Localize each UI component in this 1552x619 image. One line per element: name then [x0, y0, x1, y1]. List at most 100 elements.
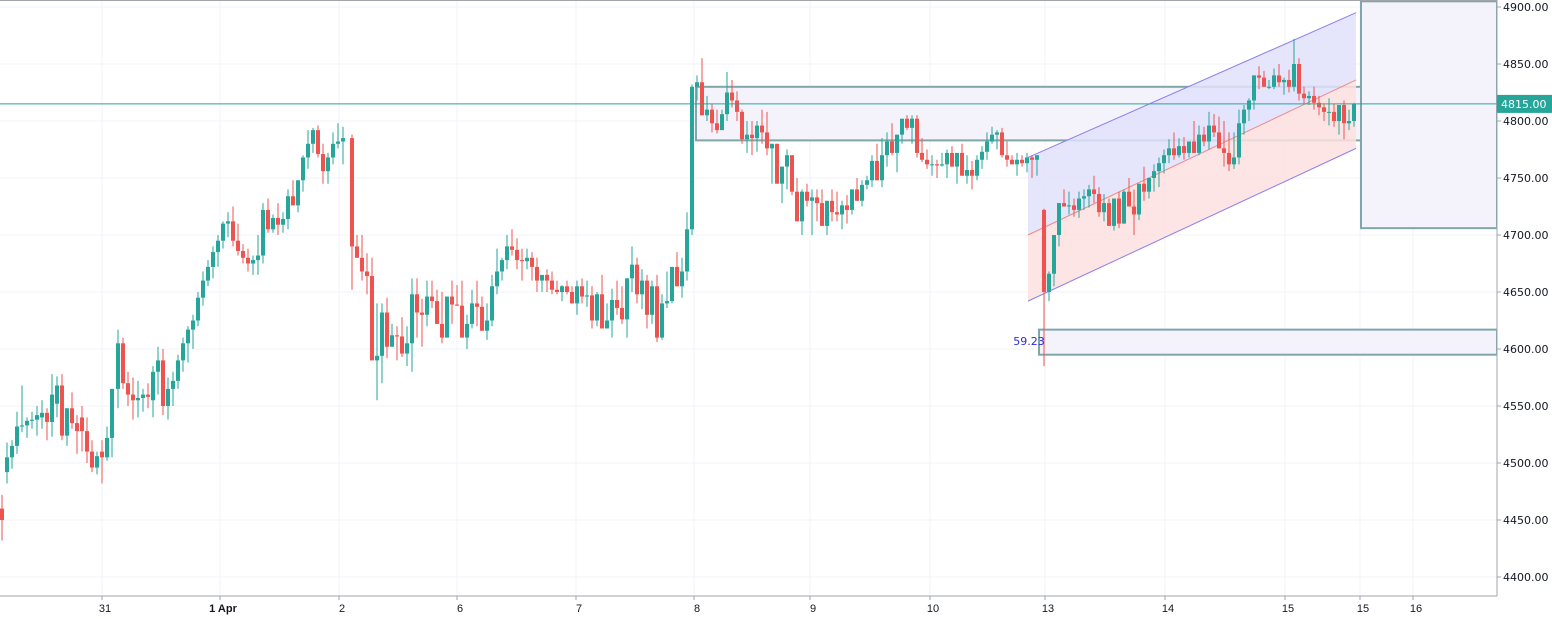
- candle-up: [1242, 109, 1246, 124]
- candle-up: [930, 164, 934, 166]
- candle-down: [321, 154, 325, 172]
- candle-down: [121, 343, 125, 384]
- candle-down: [480, 306, 484, 331]
- candle-down: [365, 271, 369, 277]
- candle-down: [750, 134, 754, 139]
- target-box[interactable]: [1360, 0, 1498, 230]
- candle-up: [955, 152, 959, 167]
- candle-down: [1277, 75, 1281, 83]
- candle-up: [445, 296, 449, 338]
- candle-up: [720, 114, 724, 131]
- candle-up: [540, 274, 544, 281]
- candle-up: [860, 184, 864, 201]
- candle-up: [755, 125, 759, 139]
- candle-down: [715, 123, 719, 131]
- candle-down: [360, 257, 364, 272]
- candle-down: [1107, 203, 1111, 226]
- candle-down: [161, 360, 165, 406]
- candle-up: [1047, 273, 1051, 292]
- candle-up: [226, 221, 230, 224]
- candle-up: [865, 180, 869, 185]
- candle-up: [505, 246, 509, 261]
- candle-up: [65, 408, 69, 436]
- candle-down: [1062, 203, 1066, 207]
- candle-up: [1352, 103, 1356, 121]
- time-axis[interactable]: 31 1 Apr 2 6 7 8 9 10 13 14 15 15 16: [0, 0, 1497, 616]
- price-tick-label: 4400.00: [1503, 571, 1549, 584]
- candle-up: [695, 82, 699, 87]
- candle-up: [151, 371, 155, 401]
- candle-down: [535, 266, 539, 281]
- candle-down: [85, 431, 89, 452]
- candle-up: [670, 266, 674, 302]
- candle-down: [450, 296, 454, 305]
- candle-up: [341, 138, 345, 142]
- candle-up: [326, 157, 330, 172]
- candle-up: [585, 295, 589, 297]
- candle-up: [10, 445, 14, 458]
- annotation-label: 59.23: [1013, 335, 1045, 348]
- candle-up: [1237, 123, 1241, 158]
- candle-up: [575, 286, 579, 304]
- candle-down: [1262, 77, 1266, 87]
- candle-up: [116, 343, 120, 389]
- candle-down: [905, 118, 909, 128]
- candle-up: [1167, 148, 1171, 156]
- candle-down: [970, 170, 974, 176]
- candle-up: [1307, 95, 1311, 99]
- time-tick-label: 2: [339, 603, 345, 615]
- candle-down: [765, 132, 769, 149]
- support-zone[interactable]: [1038, 328, 1498, 356]
- candle-down: [1302, 93, 1306, 99]
- candle-up: [5, 457, 9, 473]
- candle-up: [306, 143, 310, 158]
- regression-channel[interactable]: [1027, 12, 1357, 302]
- candle-up: [301, 157, 305, 181]
- candle-up: [485, 320, 489, 331]
- last-price-tag[interactable]: [1497, 94, 1552, 113]
- candle-down: [615, 299, 619, 308]
- candle-up: [1102, 203, 1106, 213]
- candle-down: [935, 164, 939, 166]
- candle-up: [1025, 157, 1029, 164]
- time-tick-label: 31: [99, 603, 111, 615]
- candle-up: [560, 286, 564, 292]
- candle-up: [40, 412, 44, 418]
- candle-up: [945, 152, 949, 165]
- candle-down: [430, 296, 434, 302]
- candle-down: [316, 130, 320, 155]
- time-tick-label: 10: [927, 603, 939, 615]
- candle-up: [176, 360, 180, 381]
- candle-up: [186, 329, 190, 344]
- candle-up: [425, 296, 429, 315]
- price-axis[interactable]: 4900.00 4850.00 4800.00 4750.00 4700.00 4650.…: [1496, 0, 1552, 619]
- candle-up: [181, 343, 185, 361]
- candle-down: [795, 191, 799, 222]
- candle-up: [251, 260, 255, 264]
- candle-up: [610, 299, 614, 321]
- candle-down: [1010, 159, 1014, 165]
- candle-down: [1312, 95, 1316, 103]
- channel-upper-line[interactable]: [1027, 12, 1357, 158]
- candle-up: [470, 303, 474, 324]
- price-tick-label: 4500.00: [1503, 457, 1549, 470]
- candle-up: [196, 297, 200, 321]
- candle-down: [1192, 141, 1196, 153]
- channel-lower-line[interactable]: [1027, 147, 1357, 302]
- candle-down: [655, 286, 659, 338]
- candle-up: [191, 320, 195, 330]
- candle-up: [1162, 155, 1166, 164]
- candle-down: [415, 294, 419, 313]
- candle-down: [420, 312, 424, 315]
- candle-down: [45, 412, 49, 422]
- candle-up: [50, 394, 54, 422]
- candle-up: [1137, 183, 1141, 215]
- candle-down: [710, 109, 714, 124]
- candle-down: [510, 246, 514, 250]
- price-tick-label: 4450.00: [1503, 514, 1549, 527]
- channel-mid-line[interactable]: [1027, 79, 1357, 236]
- last-price-tag-label: 4815.00: [1501, 98, 1547, 111]
- candle-down: [1212, 125, 1216, 133]
